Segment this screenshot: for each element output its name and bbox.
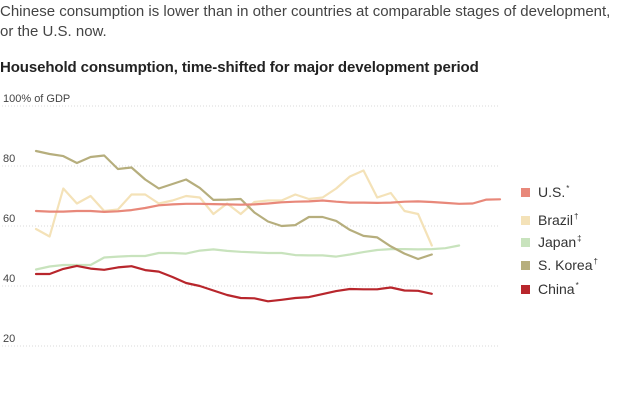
y-tick-label-80: 80: [3, 153, 15, 165]
legend-swatch-china: [521, 285, 530, 294]
gridlines: [2, 105, 500, 347]
y-axis-ticks: 100% of GDP 80 60 40 20: [3, 93, 70, 345]
chart-title: Household consumption, time-shifted for …: [0, 59, 479, 76]
y-tick-label-100: 100% of GDP: [3, 93, 70, 105]
y-tick-label-40: 40: [3, 273, 15, 285]
series-line-china: [34, 264, 433, 303]
series-lines: [34, 149, 502, 303]
legend-label-s-korea: S. Korea†: [538, 257, 598, 273]
legend: U.S.* Brazil† Japan‡ S. Korea† China*: [521, 184, 598, 297]
legend-swatch-s-korea: [521, 261, 530, 270]
legend-swatch-japan: [521, 238, 530, 247]
legend-label-u-s: U.S.*: [538, 184, 569, 200]
series-line-brazil: [34, 169, 433, 247]
series-line-japan: [34, 244, 461, 271]
legend-label-china: China*: [538, 281, 579, 297]
y-tick-label-60: 60: [3, 213, 15, 225]
y-tick-label-20: 20: [3, 333, 15, 345]
series-line-u-s: [34, 198, 502, 213]
legend-label-japan: Japan‡: [538, 234, 582, 250]
chart-subtitle: Chinese consumption is lower than in oth…: [0, 3, 611, 40]
legend-swatch-brazil: [521, 216, 530, 225]
legend-label-brazil: Brazil†: [538, 212, 578, 228]
series-line-s-korea: [34, 149, 433, 261]
legend-swatch-u-s: [521, 188, 530, 197]
